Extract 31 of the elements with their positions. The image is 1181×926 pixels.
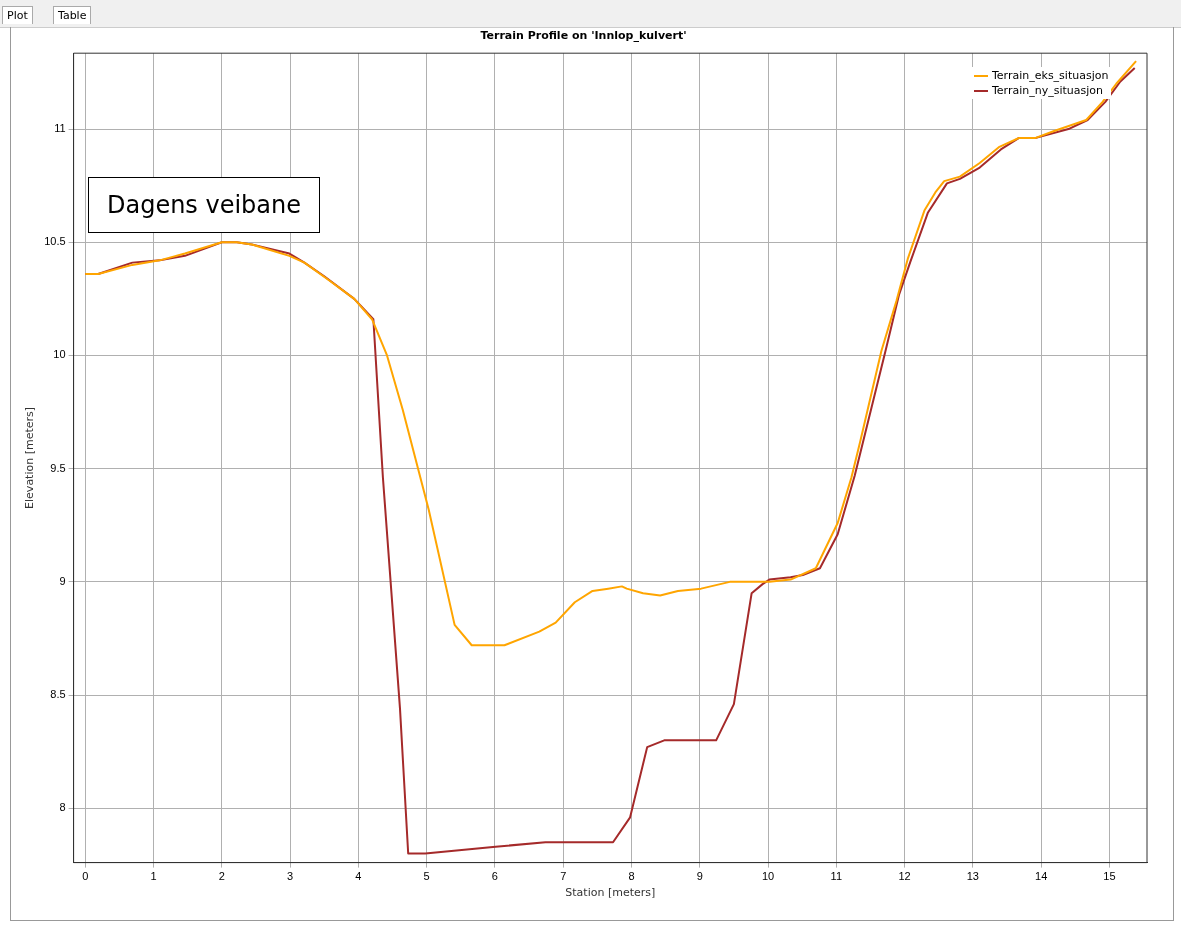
x-axis-title: Station [meters] (565, 886, 656, 900)
y-tick-label: 11 (54, 122, 66, 135)
x-tick-label: 8 (628, 870, 635, 883)
x-tick-label: 7 (560, 870, 567, 883)
x-tick-label: 15 (1103, 870, 1116, 883)
legend-label: Terrain_eks_situasjon (992, 69, 1109, 83)
text: Plot (2, 6, 33, 24)
x-tick-label: 11 (830, 870, 843, 883)
x-tick-label: 0 (82, 870, 89, 883)
x-tick-label: 12 (898, 870, 911, 883)
x-tick-label: 2 (218, 870, 225, 883)
x-tick-label: 4 (355, 870, 362, 883)
y-tick-label: 9.5 (50, 461, 66, 474)
x-tick-label: 6 (491, 870, 498, 883)
x-tick-label: 5 (423, 870, 430, 883)
x-tick-label: 1 (150, 870, 157, 883)
chart-title: Terrain Profile on 'Innlop_kulvert' (480, 29, 687, 43)
annotation: Dagens veibane (88, 177, 320, 233)
y-tick-label: 8 (59, 801, 66, 814)
x-tick-label: 10 (761, 870, 775, 883)
y-tick-label: 8.5 (50, 688, 66, 701)
x-tick-label: 13 (966, 870, 980, 883)
legend-label: Terrain_ny_situasjon (992, 84, 1104, 98)
x-tick-label: 14 (1035, 870, 1048, 883)
y-tick-label: 9 (59, 574, 66, 587)
x-tick-label: 9 (696, 870, 703, 883)
y-axis-title: Elevation [meters] (23, 406, 37, 509)
text: Table (53, 6, 92, 24)
x-tick-label: 3 (287, 870, 294, 883)
y-tick-label: 10.5 (44, 235, 66, 248)
y-tick-label: 10 (53, 348, 66, 361)
